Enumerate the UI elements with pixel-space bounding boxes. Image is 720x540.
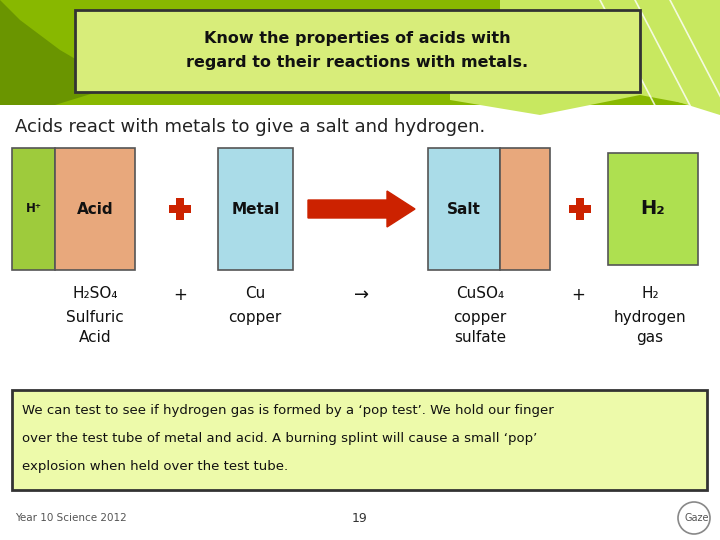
Text: Acid: Acid bbox=[78, 330, 112, 345]
Bar bbox=[0, 0, 720, 105]
Text: →: → bbox=[354, 286, 369, 304]
Polygon shape bbox=[500, 0, 720, 115]
Text: Year 10 Science 2012: Year 10 Science 2012 bbox=[15, 513, 127, 523]
Text: Acids react with metals to give a salt and hydrogen.: Acids react with metals to give a salt a… bbox=[15, 118, 485, 136]
Text: explosion when held over the test tube.: explosion when held over the test tube. bbox=[22, 460, 288, 473]
Text: We can test to see if hydrogen gas is formed by a ‘pop test’. We hold our finger: We can test to see if hydrogen gas is fo… bbox=[22, 404, 554, 417]
Text: +: + bbox=[173, 286, 187, 304]
Text: H₂: H₂ bbox=[642, 286, 659, 301]
FancyArrow shape bbox=[308, 191, 415, 227]
Bar bbox=[428, 148, 500, 270]
Bar bbox=[12, 148, 55, 270]
Text: Acid: Acid bbox=[77, 201, 113, 217]
Text: H₂: H₂ bbox=[641, 199, 665, 219]
Text: Know the properties of acids with: Know the properties of acids with bbox=[204, 30, 510, 45]
Text: H₂SO₄: H₂SO₄ bbox=[72, 286, 118, 301]
Text: regard to their reactions with metals.: regard to their reactions with metals. bbox=[186, 55, 528, 70]
Bar bbox=[55, 148, 135, 270]
Text: Metal: Metal bbox=[231, 201, 279, 217]
FancyBboxPatch shape bbox=[12, 390, 707, 490]
Polygon shape bbox=[450, 75, 720, 115]
Text: Sulfuric: Sulfuric bbox=[66, 310, 124, 325]
Text: sulfate: sulfate bbox=[454, 330, 506, 345]
Text: +: + bbox=[571, 286, 585, 304]
Text: gas: gas bbox=[636, 330, 664, 345]
Text: copper: copper bbox=[454, 310, 507, 325]
Text: Salt: Salt bbox=[447, 201, 481, 217]
Polygon shape bbox=[569, 198, 591, 220]
Bar bbox=[608, 153, 698, 265]
Bar bbox=[218, 148, 293, 270]
Text: CuSO₄: CuSO₄ bbox=[456, 286, 504, 301]
FancyBboxPatch shape bbox=[75, 10, 640, 92]
Text: Gaze: Gaze bbox=[685, 513, 709, 523]
Text: over the test tube of metal and acid. A burning splint will cause a small ‘pop’: over the test tube of metal and acid. A … bbox=[22, 432, 537, 445]
Polygon shape bbox=[0, 0, 120, 105]
Bar bbox=[500, 148, 550, 270]
Text: hydrogen: hydrogen bbox=[613, 310, 686, 325]
Text: Cu: Cu bbox=[245, 286, 265, 301]
Text: copper: copper bbox=[228, 310, 282, 325]
Text: 19: 19 bbox=[352, 511, 368, 524]
Text: H⁺: H⁺ bbox=[25, 202, 42, 215]
Polygon shape bbox=[169, 198, 191, 220]
